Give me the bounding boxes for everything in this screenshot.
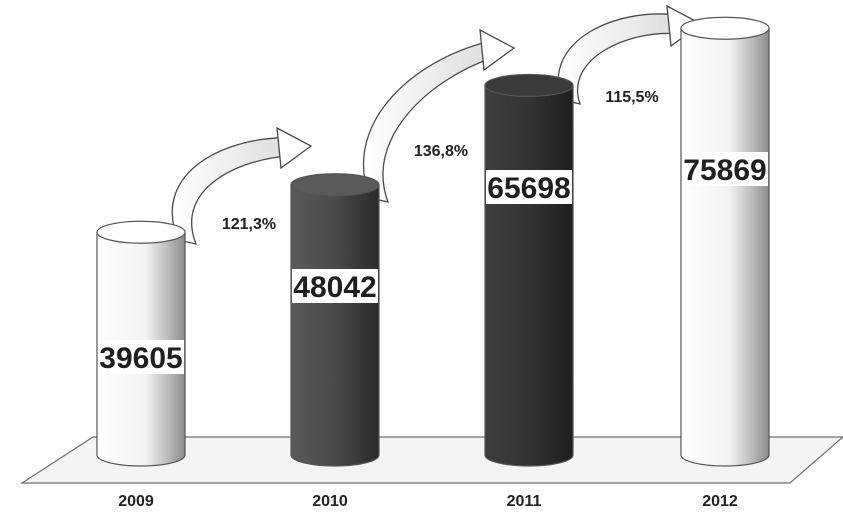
x-tick-label: 2011 bbox=[507, 493, 542, 510]
chart-floor bbox=[19, 436, 843, 484]
bar-2012 bbox=[680, 16, 770, 467]
growth-arrows bbox=[171, 4, 703, 245]
bar-2011 bbox=[484, 73, 574, 467]
growth-label: 115,5% bbox=[605, 89, 658, 106]
value-label: 65698 bbox=[487, 172, 570, 205]
bar-top bbox=[96, 220, 186, 244]
value-label-band bbox=[98, 340, 184, 374]
bar-body bbox=[290, 184, 380, 467]
bar-top bbox=[484, 73, 574, 98]
arrow-head bbox=[276, 126, 313, 170]
bar-body bbox=[680, 27, 770, 467]
value-label-band bbox=[682, 152, 768, 186]
value-label-band bbox=[486, 170, 572, 204]
x-tick-label: 2009 bbox=[118, 493, 154, 510]
growth-label: 136,8% bbox=[414, 143, 468, 160]
x-tick-label: 2010 bbox=[312, 493, 348, 510]
arrow-head bbox=[479, 28, 516, 72]
value-label: 48042 bbox=[293, 271, 376, 304]
bar-top bbox=[680, 16, 770, 40]
growth-label: 121,3% bbox=[222, 216, 276, 233]
value-label: 75869 bbox=[683, 154, 766, 187]
growth-arrow bbox=[171, 126, 313, 245]
value-label-band bbox=[292, 269, 378, 303]
bar-body bbox=[484, 84, 574, 467]
bar-2010 bbox=[290, 173, 380, 467]
labels-group: 39605 2009 48042 2010 65698 2011 75869 2012 121,… bbox=[98, 89, 768, 510]
arrow-shaft bbox=[363, 39, 497, 203]
x-tick-label: 2012 bbox=[702, 493, 738, 510]
bar-top bbox=[290, 173, 380, 197]
value-label: 39605 bbox=[99, 342, 182, 375]
